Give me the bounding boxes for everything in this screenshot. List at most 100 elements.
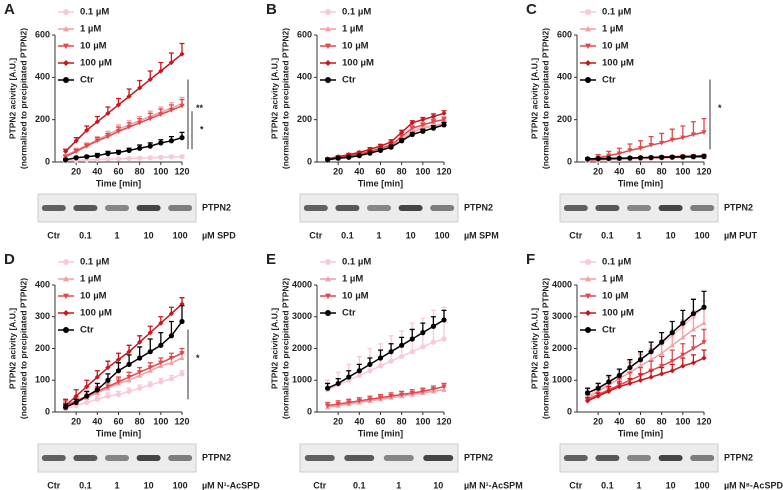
legend-marker (325, 77, 331, 83)
data-point (62, 404, 69, 410)
blot-band (168, 455, 193, 461)
data-point (441, 117, 447, 123)
series-line (65, 53, 183, 152)
legend-label: 0.1 µM (602, 257, 631, 268)
data-point (388, 394, 394, 399)
data-point (179, 103, 185, 109)
data-point (115, 391, 122, 398)
legend-label: Ctr (80, 325, 94, 336)
series-line (587, 341, 705, 400)
data-point (367, 361, 373, 367)
data-point (690, 132, 697, 138)
data-point (420, 344, 426, 350)
data-point (126, 377, 132, 383)
legend-marker (63, 9, 69, 15)
data-point (409, 336, 415, 342)
data-point (409, 120, 415, 126)
legend-marker (325, 310, 331, 316)
data-point (105, 110, 111, 116)
data-point (430, 387, 437, 392)
legend-marker (325, 43, 331, 49)
data-point (137, 145, 143, 151)
data-point (73, 393, 79, 399)
legend-marker (585, 60, 591, 66)
blot-label: PTPN2 (724, 202, 753, 212)
x-tick-label: 80 (397, 416, 407, 426)
legend-label: 100 µM (602, 58, 634, 69)
data-point (168, 333, 175, 339)
panel: E PTPN2 acivity [A.U.] (normalized to prec… (266, 251, 523, 490)
data-point (627, 364, 633, 371)
data-point (441, 122, 447, 128)
data-point (94, 387, 100, 393)
x-tick-label: 120 (696, 416, 711, 426)
data-point (616, 372, 622, 379)
blot-band (104, 205, 130, 211)
blot-band (398, 205, 423, 211)
y-tick-label: 200 (35, 343, 50, 353)
data-point (158, 363, 164, 369)
data-point (595, 385, 601, 391)
data-point (94, 396, 100, 402)
lane-label: 10 (144, 230, 154, 240)
data-point (701, 130, 707, 135)
x-tick-label: 100 (153, 416, 168, 426)
data-point (680, 334, 686, 340)
panel: A PTPN2 acivity [A.U.] (normalized to prec… (4, 1, 236, 240)
x-tick-label: 20 (71, 166, 81, 176)
legend-label: 100 µM (80, 308, 112, 319)
series-line (65, 357, 183, 408)
legend-label: 1 µM (80, 24, 101, 35)
lane-label: 100 (173, 230, 188, 240)
data-point (84, 384, 90, 390)
y-tick-label: 0 (45, 406, 50, 416)
y-tick-label: 2000 (292, 343, 312, 353)
legend-marker (325, 60, 331, 66)
blot-band (690, 205, 715, 211)
legend-marker (63, 43, 69, 49)
lane-label: Ctr (313, 480, 326, 490)
data-point (595, 156, 601, 162)
y-tick-label: 400 (557, 72, 572, 82)
data-point (595, 393, 601, 399)
legend-label: 10 µM (602, 41, 629, 52)
y-tick-label: 600 (297, 29, 312, 39)
x-axis-label: Time [min] (358, 428, 403, 438)
x-tick-label: 40 (614, 416, 624, 426)
data-point (388, 349, 394, 355)
data-point (147, 116, 153, 122)
blot-label: PTPN2 (202, 202, 231, 212)
x-tick-label: 80 (657, 166, 667, 176)
legend-marker (63, 327, 69, 333)
blot-unit: µM N⁸-AcSPD (724, 480, 783, 490)
legend-label: 10 µM (80, 291, 107, 302)
data-point (377, 143, 384, 149)
blot-band (136, 455, 161, 461)
legend-label: 1 µM (342, 24, 363, 35)
data-point (324, 157, 331, 163)
data-point (356, 368, 362, 374)
data-point (701, 340, 707, 345)
data-point (335, 380, 341, 387)
data-point (158, 342, 164, 348)
legend-marker (585, 276, 591, 282)
x-tick-label: 60 (375, 166, 385, 176)
x-tick-label: 100 (675, 416, 690, 426)
blot-label: PTPN2 (202, 452, 231, 462)
y-axis-label: PTPN2 acivity [A.U.] (529, 308, 539, 389)
data-point (420, 128, 426, 134)
data-point (324, 403, 331, 409)
data-point (84, 127, 90, 133)
data-point (680, 352, 686, 358)
data-point (690, 154, 697, 160)
data-point (648, 357, 654, 362)
error-bar (701, 328, 707, 343)
data-point (441, 317, 447, 323)
lane-label: 100 (695, 230, 710, 240)
lane-label: Ctr (309, 230, 322, 240)
y-tick-label: 0 (307, 406, 312, 416)
data-point (584, 390, 591, 396)
data-point (84, 154, 90, 160)
legend-label: 1 µM (602, 24, 623, 35)
error-bar (701, 117, 707, 133)
